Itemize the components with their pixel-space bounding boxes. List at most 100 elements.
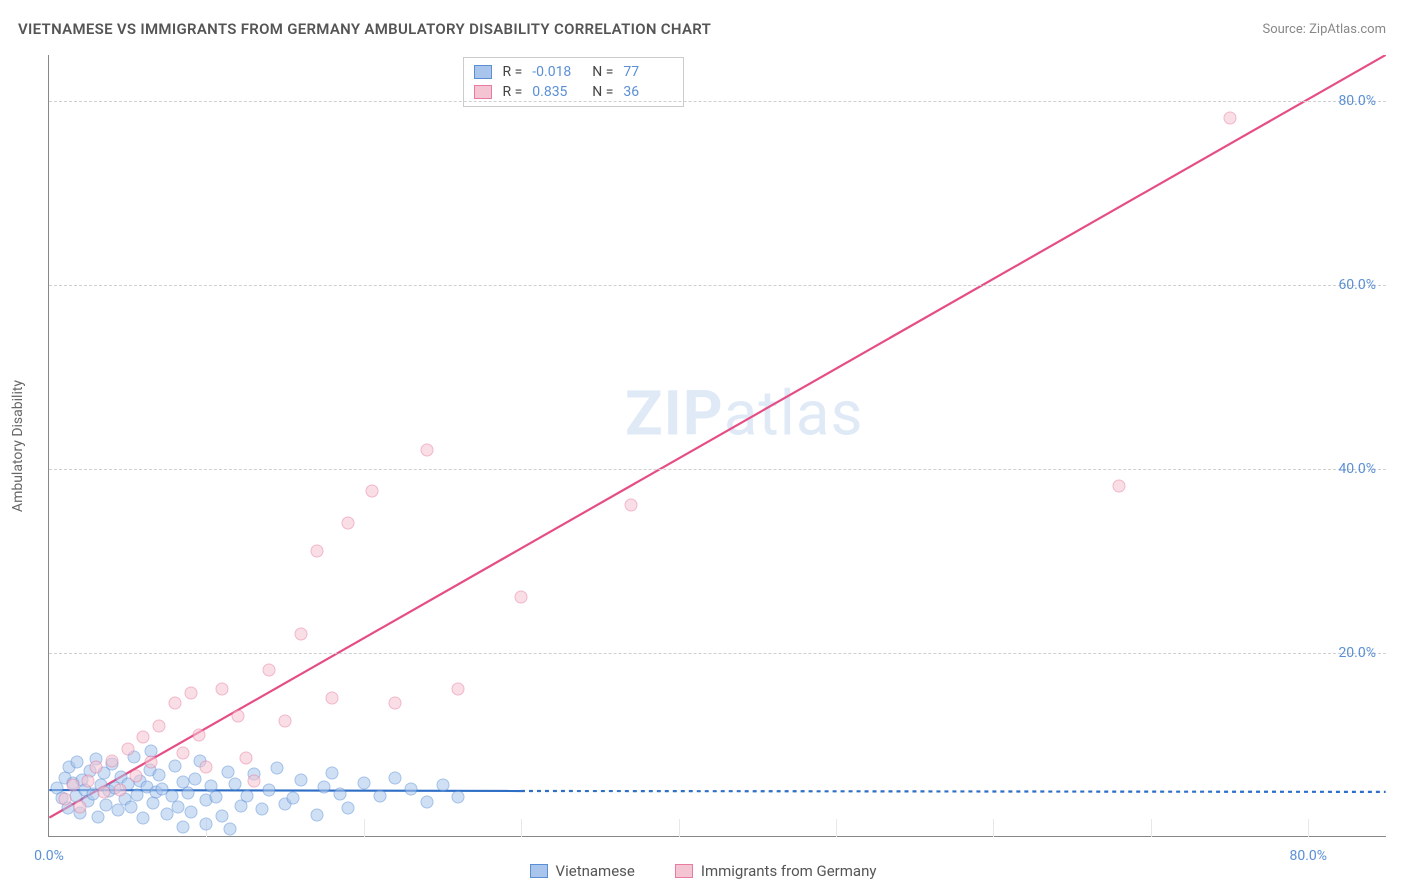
y-axis-title: Ambulatory Disability [10,380,26,512]
legend-swatch [474,85,492,99]
series-legend: Vietnamese Immigrants from Germany [0,862,1406,880]
chart-plot-area: ZIPatlas R =-0.018N =77R =0.835N =36 20.… [48,55,1386,837]
legend-item: Vietnamese [530,862,635,880]
trend-lines-layer [49,55,1386,836]
gridline-vertical [993,819,994,837]
data-point [452,791,465,804]
gridline-vertical [1151,819,1152,837]
legend-r-value: 0.835 [532,84,582,100]
y-tick-label: 80.0% [1338,93,1376,109]
data-point [342,517,355,530]
data-point [247,774,260,787]
data-point [436,779,449,792]
data-point [200,761,213,774]
legend-swatch [675,864,693,878]
data-point [216,682,229,695]
data-point [625,498,638,511]
data-point [263,664,276,677]
data-point [153,769,166,782]
data-point [137,730,150,743]
data-point [168,696,181,709]
data-point [231,710,244,723]
data-point [334,787,347,800]
legend-r-label: R = [502,64,522,80]
gridline-vertical [521,819,522,837]
trend-line [49,55,1385,818]
data-point [74,800,87,813]
watermark: ZIPatlas [625,378,864,451]
data-point [452,682,465,695]
gridline-horizontal [49,101,1386,102]
data-point [326,692,339,705]
data-point [176,747,189,760]
data-point [342,802,355,815]
data-point [105,754,118,767]
data-point [294,773,307,786]
legend-r-label: R = [502,84,522,100]
data-point [172,801,185,814]
watermark-bold: ZIP [625,378,724,451]
data-point [420,443,433,456]
data-point [420,795,433,808]
data-point [389,696,402,709]
data-point [181,786,194,799]
correlation-legend: R =-0.018N =77R =0.835N =36 [463,57,684,107]
data-point [153,719,166,732]
data-point [124,800,137,813]
data-point [326,766,339,779]
data-point [112,804,125,817]
legend-n-label: N = [592,84,613,100]
data-point [294,627,307,640]
data-point [146,796,159,809]
data-point [241,789,254,802]
data-point [113,784,126,797]
data-point [286,792,299,805]
data-point [1113,480,1126,493]
data-point [263,784,276,797]
legend-n-label: N = [592,64,613,80]
data-point [365,485,378,498]
y-tick-label: 60.0% [1338,277,1376,293]
data-point [318,781,331,794]
trend-line-extrapolated [521,791,1386,792]
data-point [82,774,95,787]
legend-row: R =-0.018N =77 [474,62,673,82]
data-point [168,760,181,773]
data-point [189,772,202,785]
gridline-horizontal [49,653,1386,654]
data-point [129,770,142,783]
data-point [184,806,197,819]
legend-label: Vietnamese [556,862,635,880]
chart-source: Source: ZipAtlas.com [1262,22,1386,37]
data-point [310,544,323,557]
legend-n-value: 36 [623,84,673,100]
data-point [200,818,213,831]
data-point [216,809,229,822]
legend-label: Immigrants from Germany [701,862,877,880]
data-point [184,687,197,700]
data-point [255,803,268,816]
data-point [224,822,237,835]
data-point [239,751,252,764]
legend-r-value: -0.018 [532,64,582,80]
gridline-horizontal [49,285,1386,286]
data-point [228,778,241,791]
data-point [121,742,134,755]
data-point [373,790,386,803]
data-point [192,728,205,741]
data-point [71,756,84,769]
gridline-vertical [836,819,837,837]
data-point [271,761,284,774]
legend-swatch [530,864,548,878]
data-point [1223,112,1236,125]
gridline-horizontal [49,469,1386,470]
data-point [389,772,402,785]
legend-swatch [474,65,492,79]
data-point [209,791,222,804]
data-point [357,776,370,789]
data-point [405,783,418,796]
y-tick-label: 20.0% [1338,645,1376,661]
data-point [176,820,189,833]
gridline-vertical [364,819,365,837]
data-point [58,793,71,806]
